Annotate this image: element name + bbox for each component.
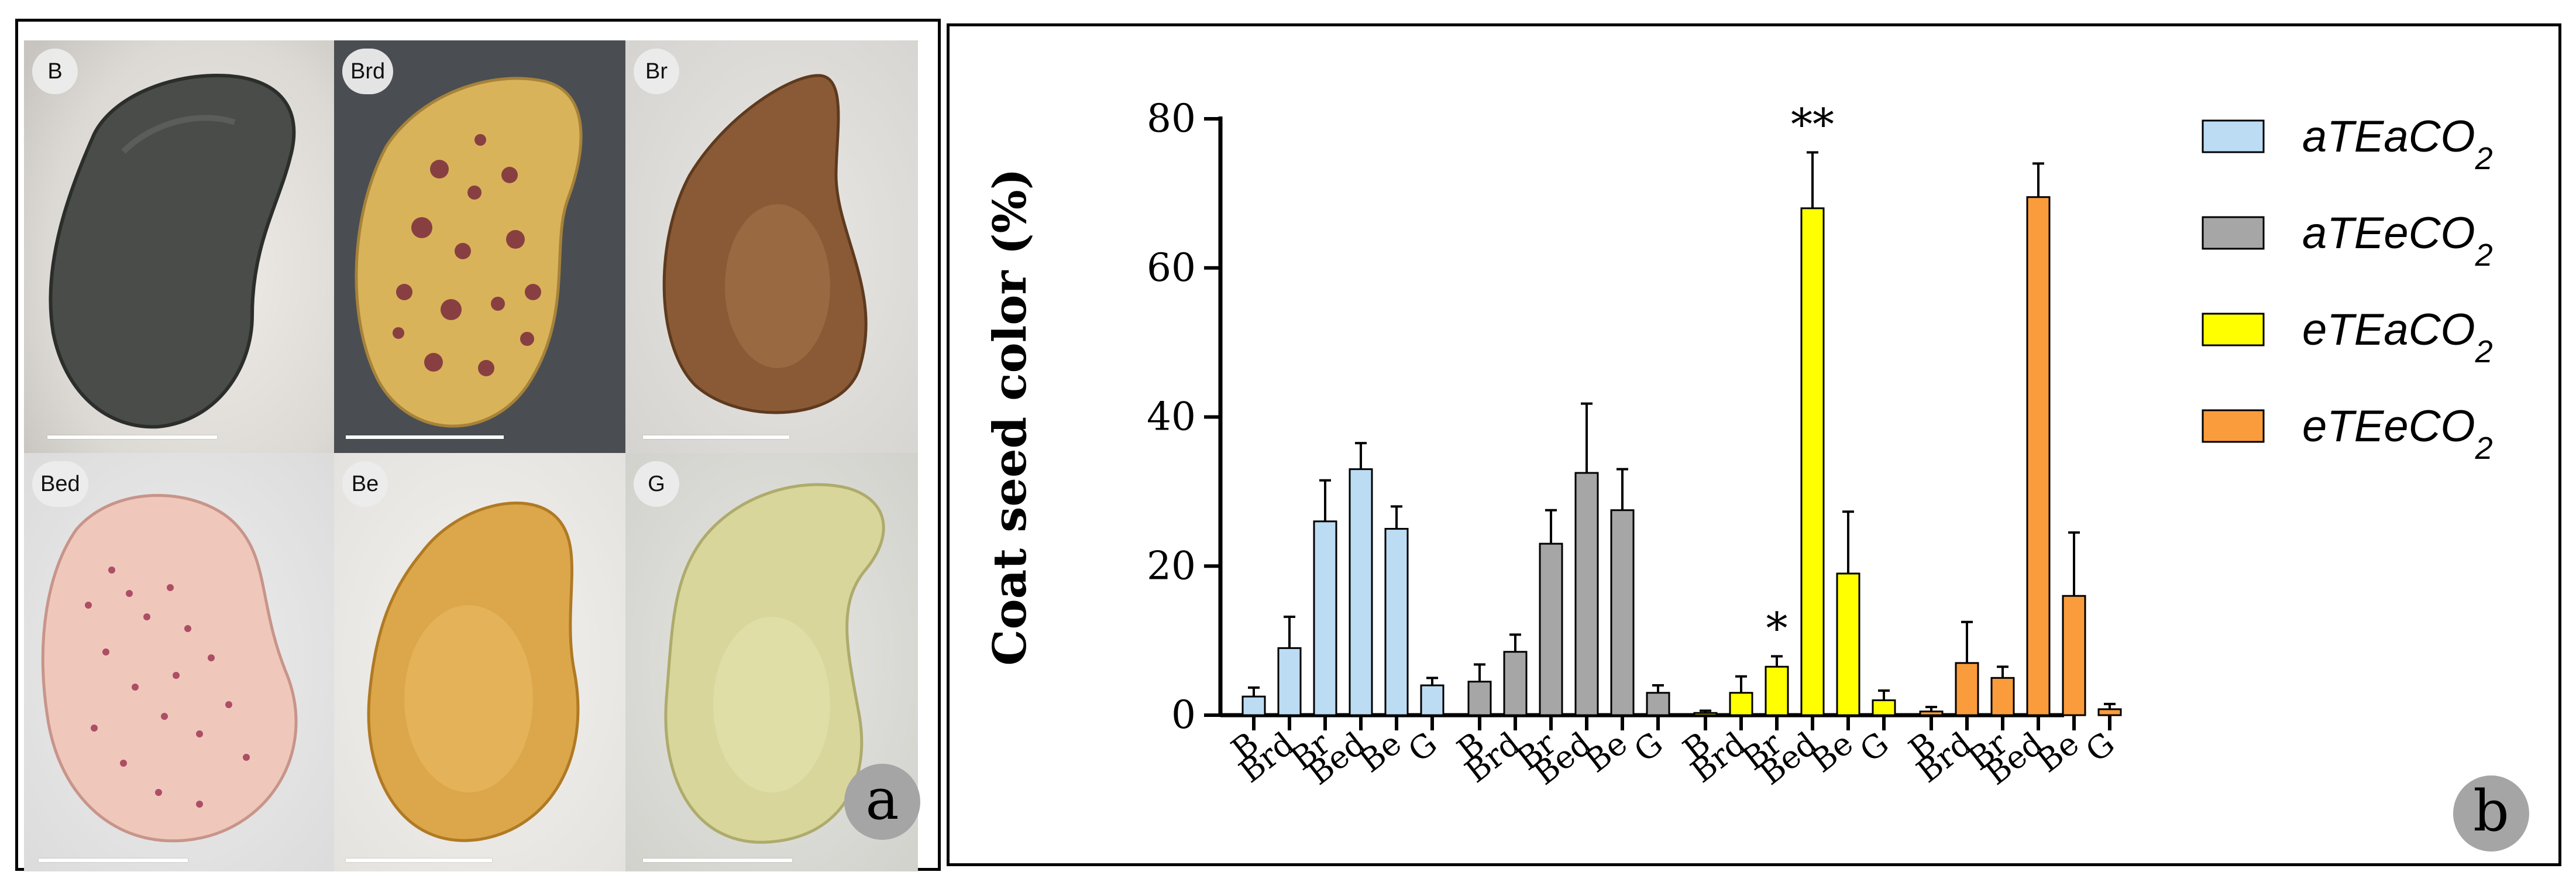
seed-label-be: Be bbox=[342, 461, 388, 507]
seed-photo-be: Be bbox=[334, 453, 625, 871]
bar-aTEaCO2-Be bbox=[1384, 528, 1409, 716]
seed-bed-image bbox=[41, 494, 298, 843]
bar-aTEeCO2-Br bbox=[1539, 543, 1563, 716]
seed-brd-image bbox=[355, 77, 583, 428]
x-category-label: G bbox=[1401, 725, 1444, 770]
seed-label-g: G bbox=[634, 461, 679, 507]
seed-be-image bbox=[367, 502, 580, 842]
seed-label-brd: Brd bbox=[342, 49, 394, 94]
bar-eTEeCO2-G bbox=[2097, 708, 2122, 716]
bar-eTEeCO2-Be bbox=[2062, 595, 2086, 716]
bar-aTEaCO2-B bbox=[1241, 695, 1266, 716]
bars: *** bbox=[1241, 99, 2122, 716]
x-category-label: G bbox=[1853, 725, 1896, 770]
bar-eTEeCO2-Brd bbox=[1955, 662, 1979, 716]
bar-eTEaCO2-Br bbox=[1765, 665, 1789, 716]
seed-g-image bbox=[664, 483, 885, 844]
x-category-label: Be bbox=[1578, 725, 1634, 780]
legend-label-aTEaCO2: aTEaCO2 bbox=[2302, 112, 2493, 176]
bar-aTEaCO2-Br bbox=[1313, 520, 1337, 716]
bar-eTEaCO2-Be bbox=[1836, 572, 1860, 716]
bar-eTEaCO2-B bbox=[1693, 712, 1718, 716]
scale-bar bbox=[643, 435, 789, 439]
bar-eTEaCO2-G bbox=[1872, 699, 1896, 716]
panel-b: 0 20 40 60 80 Coat seed color (%) * ** B Brd Br B… bbox=[947, 23, 2561, 866]
legend-label-eTEaCO2: eTEaCO2 bbox=[2302, 305, 2493, 369]
legend-label-aTEeCO2: aTEeCO2 bbox=[2302, 208, 2493, 273]
y-tick-label: 40 bbox=[1147, 394, 1196, 440]
y-tick-label: 80 bbox=[1147, 96, 1196, 141]
legend-label-eTEeCO2: eTEeCO2 bbox=[2302, 401, 2493, 466]
bar-aTEaCO2-Bed bbox=[1349, 468, 1373, 716]
y-tick-label: 0 bbox=[1171, 692, 1196, 737]
bar-aTEeCO2-B bbox=[1467, 681, 1492, 716]
seed-photo-bed: Bed bbox=[24, 453, 334, 871]
seed-photo-g: G bbox=[625, 453, 918, 871]
y-tick-label: 60 bbox=[1147, 245, 1196, 290]
bar-eTEaCO2-Bed bbox=[1800, 207, 1825, 716]
legend-swatch-aTEeCO2 bbox=[2202, 216, 2265, 250]
legend-swatch-aTEaCO2 bbox=[2202, 119, 2265, 153]
bar-aTEeCO2-G bbox=[1646, 692, 1670, 716]
x-category-label: Be bbox=[2030, 725, 2086, 780]
x-category-label: Be bbox=[1804, 725, 1860, 780]
seed-label-bed: Bed bbox=[32, 461, 88, 507]
seed-b-image bbox=[49, 73, 296, 429]
significance-mark: * bbox=[1766, 603, 1788, 654]
scale-bar bbox=[47, 435, 217, 439]
scale-bar bbox=[643, 859, 792, 862]
y-tick-label: 20 bbox=[1147, 543, 1196, 588]
bar-eTEeCO2-Bed bbox=[2026, 196, 2051, 716]
bar-eTEeCO2-Br bbox=[1990, 677, 2015, 716]
seed-br-image bbox=[662, 74, 868, 414]
bar-aTEaCO2-G bbox=[1420, 684, 1445, 716]
bar-eTEaCO2-Brd bbox=[1729, 692, 1753, 716]
seed-label-b: B bbox=[32, 49, 78, 94]
x-category-label: G bbox=[1627, 725, 1670, 770]
panel-letter-b: b bbox=[2453, 775, 2529, 852]
panel-letter-a: a bbox=[844, 764, 920, 840]
scale-bar bbox=[346, 435, 504, 439]
seed-photo-br: Br bbox=[625, 40, 918, 453]
seed-photo-brd: Brd bbox=[334, 40, 625, 453]
legend-swatch-eTEeCO2 bbox=[2202, 409, 2265, 443]
bar-aTEaCO2-Brd bbox=[1277, 647, 1302, 716]
scale-bar bbox=[346, 859, 492, 862]
x-category-label: Be bbox=[1353, 725, 1408, 780]
bar-aTEeCO2-Bed bbox=[1574, 472, 1599, 716]
bar-aTEeCO2-Brd bbox=[1503, 651, 1528, 716]
bar-eTEeCO2-B bbox=[1919, 710, 1944, 716]
legend-swatch-eTEaCO2 bbox=[2202, 313, 2265, 346]
significance-mark: ** bbox=[1791, 99, 1834, 150]
scale-bar bbox=[39, 859, 188, 862]
seed-photo-b: B bbox=[24, 40, 334, 453]
bar-aTEeCO2-Be bbox=[1610, 509, 1635, 716]
seed-label-br: Br bbox=[634, 49, 679, 94]
legend: aTEaCO2 aTEeCO2 eTEaCO2 eTEeCO2 bbox=[2202, 112, 2493, 466]
panel-a: B Brd Br bbox=[15, 19, 941, 871]
x-category-label: G bbox=[2079, 725, 2121, 770]
y-axis-label: Coat seed color (%) bbox=[983, 168, 1037, 665]
